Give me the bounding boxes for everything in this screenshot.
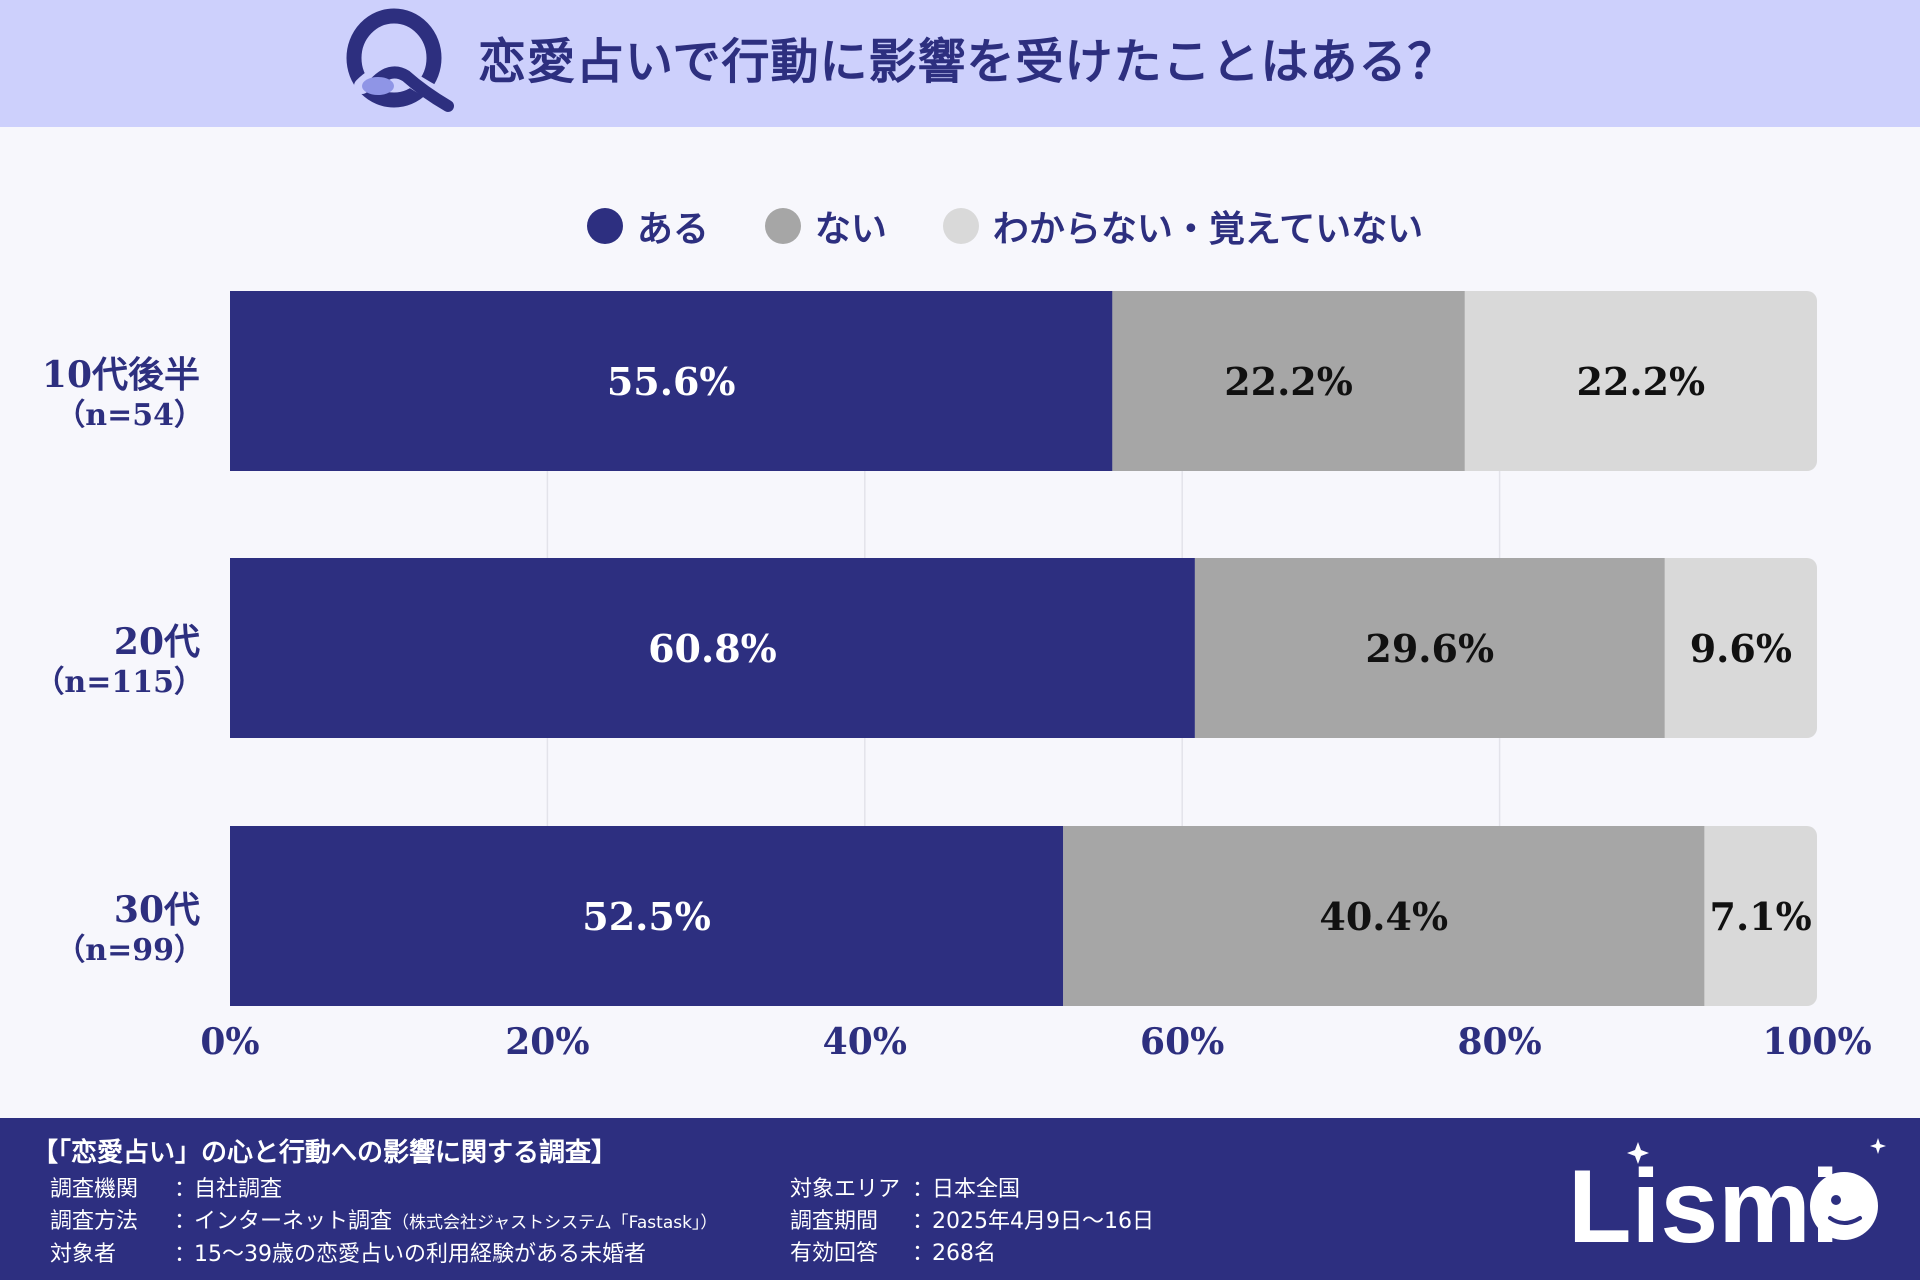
x-tick-label: 80% bbox=[1457, 1021, 1541, 1063]
info-sep: ： bbox=[912, 1177, 935, 1202]
info-value: 268名 bbox=[932, 1241, 996, 1266]
survey-info-left: 調査機関 ： 自社調査 調査方法 ： インターネット調査（株式会社ジャストシステ… bbox=[50, 1174, 717, 1271]
survey-info-right: 対象エリア ： 日本全国 調査期間 ： 2025年4月9日～16日 有効回答 ：… bbox=[790, 1174, 1154, 1270]
category-label: 20代 bbox=[114, 621, 200, 663]
info-sep: ： bbox=[912, 1209, 935, 1234]
bar-segment bbox=[1112, 291, 1465, 471]
info-value: インターネット調査（株式会社ジャストシステム「Fastask」） bbox=[194, 1206, 717, 1239]
bar-segment bbox=[230, 558, 1195, 738]
legend-item-nai: ない bbox=[764, 200, 887, 252]
sparkle-icon bbox=[1627, 1142, 1649, 1164]
info-row: 対象者 ： 15～39歳の恋愛占いの利用経験がある未婚者 bbox=[50, 1239, 717, 1271]
legend-dot-nai bbox=[764, 208, 801, 244]
bar-segment bbox=[1063, 826, 1705, 1006]
survey-title: 【「恋愛占い」の心と行動への影響に関する調査】 bbox=[32, 1138, 618, 1168]
info-row: 有効回答 ： 268名 bbox=[790, 1238, 1154, 1270]
x-tick-label: 60% bbox=[1140, 1021, 1224, 1063]
info-row: 調査方法 ： インターネット調査（株式会社ジャストシステム「Fastask」） bbox=[50, 1206, 717, 1239]
info-row: 調査期間 ： 2025年4月9日～16日 bbox=[790, 1206, 1154, 1238]
header-bar: 恋愛占いで行動に影響を受けたことはある？ bbox=[0, 0, 1920, 127]
bar-value-label: 29.6% bbox=[1365, 626, 1494, 671]
chart-legend: ある ない わからない・覚えていない bbox=[0, 200, 1920, 252]
info-key: 対象者 bbox=[50, 1242, 117, 1267]
x-tick-label: 100% bbox=[1762, 1021, 1871, 1063]
info-key: 調査機関 bbox=[50, 1177, 139, 1202]
category-label: 30代 bbox=[114, 889, 200, 931]
info-row: 調査機関 ： 自社調査 bbox=[50, 1174, 717, 1206]
bar-value-label: 60.8% bbox=[648, 626, 777, 671]
info-value: 日本全国 bbox=[932, 1177, 1021, 1202]
info-key: 有効回答 bbox=[790, 1241, 879, 1266]
q-logo-icon bbox=[346, 8, 460, 112]
info-key: 調査方法 bbox=[50, 1209, 139, 1234]
bar-segment bbox=[230, 826, 1064, 1006]
bar-value-label: 55.6% bbox=[607, 359, 736, 404]
info-value: 15～39歳の恋愛占いの利用経験がある未婚者 bbox=[194, 1242, 646, 1267]
bar-value-label: 22.2% bbox=[1577, 359, 1706, 404]
info-sep: ： bbox=[174, 1242, 197, 1267]
stacked-bar-chart: 55.6% 22.2% 22.2% 10代後半（n=54） 60.8% 29.6% 9.6%… bbox=[34, 291, 1872, 1063]
category-n-label: （n=99） bbox=[55, 933, 204, 968]
category-n-label: （n=115） bbox=[34, 665, 204, 700]
x-tick-label: 20% bbox=[505, 1021, 589, 1063]
info-row: 対象エリア ： 日本全国 bbox=[790, 1174, 1154, 1206]
info-value: 自社調査 bbox=[194, 1177, 283, 1202]
legend-dot-aru bbox=[586, 208, 623, 244]
bar-value-label: 52.5% bbox=[582, 894, 711, 939]
legend-item-wakaranai: わからない・覚えていない bbox=[942, 200, 1424, 252]
bar-segment bbox=[1194, 558, 1665, 738]
footer-panel: 【「恋愛占い」の心と行動への影響に関する調査】 調査機関 ： 自社調査 調査方法… bbox=[0, 1118, 1920, 1280]
legend-item-aru: ある bbox=[586, 200, 709, 252]
mascot-icon bbox=[1810, 1172, 1878, 1240]
legend-label-wakaranai: わからない・覚えていない bbox=[992, 209, 1424, 250]
info-key: 対象エリア bbox=[790, 1177, 901, 1202]
bar-value-label: 9.6% bbox=[1690, 626, 1792, 671]
bar-value-label: 22.2% bbox=[1224, 359, 1353, 404]
info-value-text: インターネット調査 bbox=[194, 1209, 393, 1234]
bar-value-label: 40.4% bbox=[1319, 894, 1448, 939]
info-value-note: （株式会社ジャストシステム「Fastask」） bbox=[392, 1213, 718, 1233]
lismi-logo-text: Lismi bbox=[1568, 1149, 1840, 1264]
lismi-logo: Lismi bbox=[1568, 1138, 1886, 1264]
info-value: 2025年4月9日～16日 bbox=[932, 1209, 1154, 1234]
bar-value-label: 7.1% bbox=[1710, 894, 1812, 939]
info-sep: ： bbox=[174, 1177, 197, 1202]
info-sep: ： bbox=[174, 1209, 197, 1234]
category-n-label: （n=54） bbox=[55, 398, 204, 433]
x-tick-label: 0% bbox=[200, 1021, 259, 1063]
page-title: 恋愛占いで行動に影響を受けたことはある？ bbox=[478, 34, 1457, 90]
legend-label-nai: ない bbox=[814, 209, 887, 250]
info-key: 調査期間 bbox=[790, 1209, 879, 1234]
category-label: 10代後半 bbox=[42, 354, 200, 396]
bar-segment bbox=[230, 291, 1113, 471]
legend-label-aru: ある bbox=[636, 209, 709, 250]
info-sep: ： bbox=[912, 1241, 935, 1266]
sparkle-icon bbox=[1870, 1138, 1886, 1154]
x-tick-label: 40% bbox=[823, 1021, 907, 1063]
legend-dot-wakaranai bbox=[942, 208, 979, 244]
